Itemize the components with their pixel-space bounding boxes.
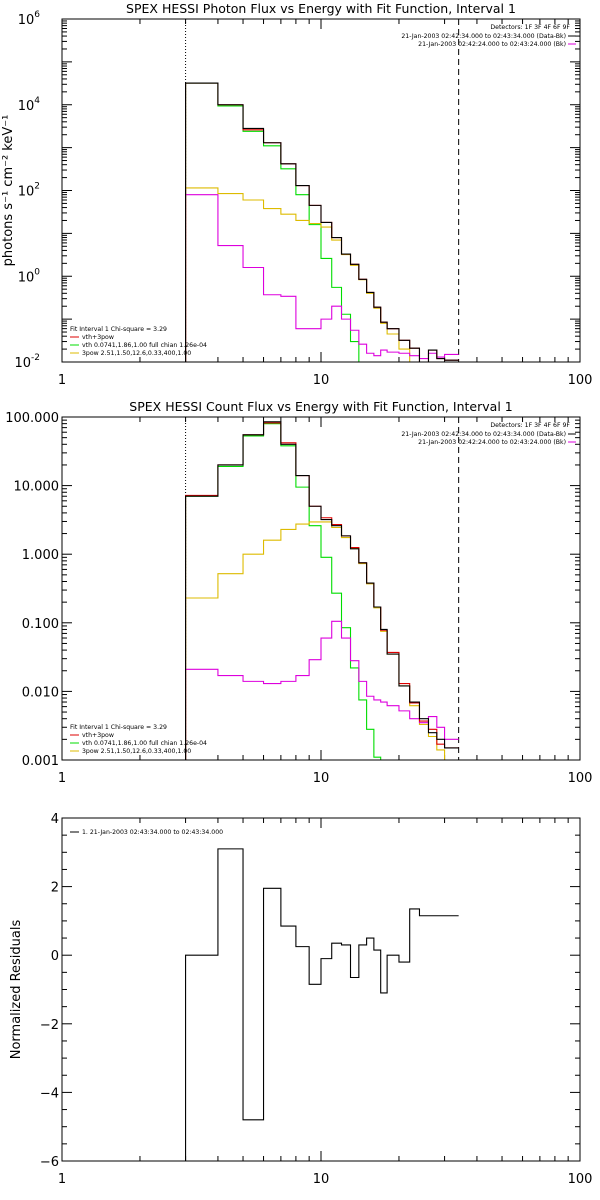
fit-legend-label: vth 0.0741,1.86,1.00 full chian 1.26e-04 — [82, 740, 207, 747]
y-tick-base: 10 — [18, 13, 35, 28]
y-tick-label: 10.000 — [14, 480, 60, 495]
y-tick-base: 10 — [18, 99, 35, 114]
y-tick-label: 106 — [18, 10, 41, 28]
x-axis-ticks — [61, 19, 569, 362]
photon-flux-panel: SPEX HESSI Photon Flux vs Energy with Fi… — [1, 1, 592, 388]
series-group — [185, 82, 459, 362]
y-tick-label: −6 — [40, 1155, 59, 1170]
x-tick-label: 100 — [568, 373, 593, 388]
legend-entry-label: 1. 21-Jan-2003 02:43:34.000 to 02:43:34.… — [82, 829, 223, 836]
y-tick-label: 104 — [18, 96, 41, 114]
y-tick-base: 10 — [18, 270, 35, 285]
y-tick-label: 100.000 — [5, 411, 59, 426]
x-tick-label: 1 — [58, 1172, 66, 1187]
series-group — [185, 848, 459, 1161]
y-axis-ticks — [62, 817, 580, 1162]
legend-entry-label: 21-Jan-2003 02:42:34.000 to 02:43:34.000… — [401, 33, 566, 40]
plot-frame — [61, 18, 581, 363]
y-tick-label: 2 — [51, 881, 59, 896]
series-line-total — [185, 82, 459, 362]
y-axis-ticks — [62, 419, 580, 761]
series-line-bk — [185, 194, 459, 362]
y-tick-label: 0.100 — [22, 617, 59, 632]
y-tick-label: −2 — [40, 1018, 59, 1033]
y-axis-ticks — [62, 20, 580, 363]
x-tick-label: 10 — [313, 1172, 330, 1187]
fit-legend-label: 3pow 2.51,1.50,12.6,0.33,400,1.00 — [82, 350, 191, 357]
x-axis-ticks — [61, 417, 569, 760]
y-tick-label: 0.001 — [22, 754, 59, 769]
y-tick-base: 10 — [18, 185, 35, 200]
y-tick-base: 10 — [14, 356, 31, 371]
series-line-total — [185, 848, 459, 1161]
x-tick-label: 10 — [313, 771, 330, 786]
y-tick-label: 1.000 — [22, 548, 59, 563]
y-axis-title: photons s⁻¹ cm⁻² keV⁻¹ — [1, 115, 16, 267]
x-tick-label: 1 — [58, 771, 66, 786]
series-line-bpow — [185, 187, 459, 362]
series-line-sum — [185, 422, 459, 760]
y-tick-label: 102 — [18, 182, 40, 200]
series-group — [185, 421, 459, 760]
chart-title: SPEX HESSI Photon Flux vs Energy with Fi… — [126, 1, 516, 16]
fit-legend-label: vth 0.0741,1.86,1.00 full chian 1.26e-04 — [82, 342, 207, 349]
fit-legend-label: vth+3pow — [82, 334, 114, 341]
residuals-panel: 1 10 100 4 2 0 −2 −4 −6 Normalized Residuals 1. 21… — [9, 812, 592, 1187]
x-tick-label: 10 — [313, 373, 330, 388]
x-tick-label: 100 — [568, 1172, 593, 1187]
y-tick-label: 0 — [51, 949, 59, 964]
x-tick-label: 1 — [58, 373, 66, 388]
series-line-bk — [185, 620, 459, 760]
y-tick-exponent: -2 — [31, 353, 40, 363]
series-line-vth — [185, 82, 459, 362]
y-tick-label: 0.010 — [22, 685, 59, 700]
fit-legend-label: vth+3pow — [82, 732, 114, 739]
fit-legend-header: Fit Interval 1 Chi-square = 3.29 — [70, 724, 167, 731]
x-tick-label: 100 — [568, 771, 593, 786]
series-line-vth — [185, 423, 459, 760]
legend-entry-label: 21-Jan-2003 02:42:24.000 to 02:43:24.000… — [418, 439, 566, 446]
y-tick-exponent: 6 — [34, 10, 40, 20]
y-axis-title: Normalized Residuals — [9, 920, 24, 1060]
plot-frame — [61, 416, 581, 761]
legend-detectors: Detectors: 1F 3F 4F 6F 9F — [490, 24, 570, 31]
y-tick-label: −4 — [40, 1086, 59, 1101]
y-tick-exponent: 4 — [34, 96, 40, 106]
legend-entry-label: 21-Jan-2003 02:42:24.000 to 02:43:24.000… — [418, 41, 566, 48]
plot-frame — [61, 817, 581, 1162]
legend-detectors: Detectors: 1F 3F 4F 6F 9F — [490, 422, 570, 429]
y-tick-exponent: 0 — [34, 267, 40, 277]
series-line-total — [185, 421, 459, 760]
legend-entry-label: 21-Jan-2003 02:42:34.000 to 02:43:34.000… — [401, 431, 566, 438]
fit-legend-label: 3pow 2.51,1.50,12.6,0.33,400,1.00 — [82, 748, 191, 755]
y-tick-label: 100 — [18, 267, 41, 285]
y-tick-exponent: 2 — [34, 182, 40, 192]
y-tick-label: 10-2 — [14, 353, 40, 371]
count-flux-panel: SPEX HESSI Count Flux vs Energy with Fit… — [5, 399, 592, 786]
fit-legend-header: Fit Interval 1 Chi-square = 3.29 — [70, 326, 167, 333]
y-tick-label: 4 — [51, 812, 59, 827]
chart-title: SPEX HESSI Count Flux vs Energy with Fit… — [129, 399, 512, 414]
x-axis-ticks — [61, 818, 569, 1161]
